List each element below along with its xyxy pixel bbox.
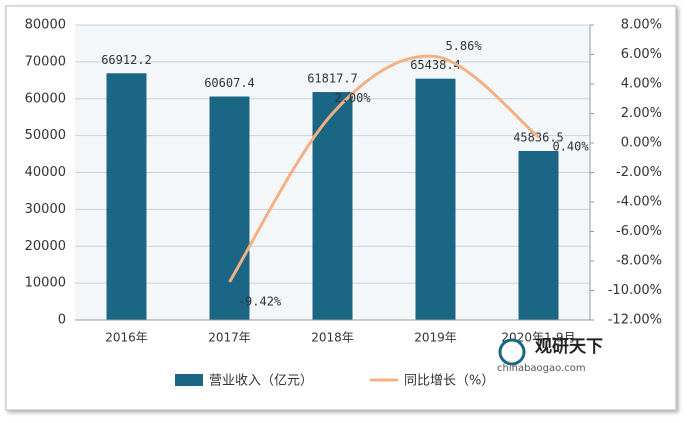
value-label: 5.86% xyxy=(445,39,482,53)
y-tick-label: 10000 xyxy=(25,276,66,291)
y-tick-label: 30000 xyxy=(25,202,66,217)
bar xyxy=(312,92,353,320)
value-label: -9.42% xyxy=(238,294,282,308)
value-label: 65438.4 xyxy=(410,58,461,72)
bar xyxy=(518,150,559,320)
y2-tick-label: 0.00% xyxy=(621,136,662,151)
y-tick-label: 40000 xyxy=(25,165,66,180)
y2-tick-label: 4.00% xyxy=(621,77,662,92)
watermark: 观研天下 chinabaogao.com xyxy=(497,337,603,374)
x-tick-label: 2018年 xyxy=(311,331,354,345)
value-label: 0.40% xyxy=(552,140,589,154)
watermark-site: chinabaogao.com xyxy=(497,363,586,374)
y2-tick-label: -10.00% xyxy=(608,283,662,298)
y-tick-label: 80000 xyxy=(25,18,66,33)
y-tick-label: 60000 xyxy=(25,91,66,106)
legend-label: 同比增长（%） xyxy=(404,374,494,389)
x-tick-label: 2017年 xyxy=(208,331,251,345)
value-label: 2.00% xyxy=(334,91,371,105)
y-tick-label: 0 xyxy=(58,313,66,328)
y-tick-label: 50000 xyxy=(25,128,66,143)
x-tick-label: 2016年 xyxy=(105,331,148,345)
y2-tick-label: 2.00% xyxy=(621,106,662,121)
y2-tick-label: -2.00% xyxy=(616,165,662,180)
y2-tick-label: -8.00% xyxy=(616,254,662,269)
y-tick-label: 70000 xyxy=(25,54,66,69)
logo xyxy=(498,338,526,366)
line xyxy=(228,54,540,283)
value-label: 66912.2 xyxy=(101,53,152,67)
legend-swatch xyxy=(175,374,203,386)
bar xyxy=(106,73,147,320)
y2-tick-label: 6.00% xyxy=(621,47,662,62)
x-tick-label: 2020年1-9月 xyxy=(501,331,575,345)
bar xyxy=(415,78,456,321)
y2-tick-label: -4.00% xyxy=(616,195,662,210)
legend-label: 营业收入（亿元） xyxy=(209,374,313,389)
x-tick-label: 2019年 xyxy=(414,331,457,345)
value-label: 61817.7 xyxy=(307,72,358,86)
value-label: 60607.4 xyxy=(204,76,255,90)
y2-tick-label: 8.00% xyxy=(621,18,662,33)
bar xyxy=(209,96,250,320)
watermark-brand: 观研天下 xyxy=(534,337,603,357)
y2-tick-label: -12.00% xyxy=(608,313,662,328)
y-tick-label: 20000 xyxy=(25,239,66,254)
y2-tick-label: -6.00% xyxy=(616,224,662,239)
value-label: 45836.5 xyxy=(513,130,564,144)
